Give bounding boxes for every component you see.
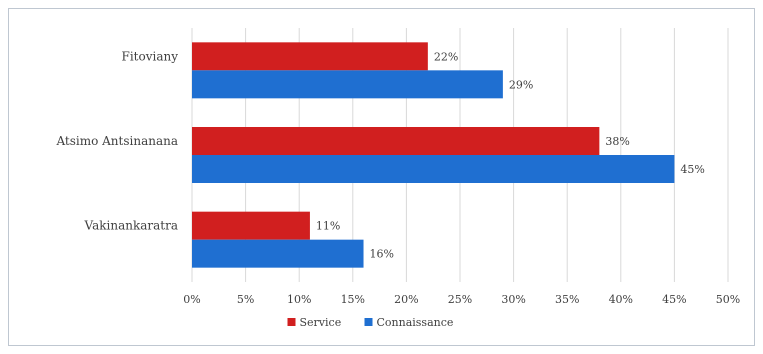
x-tick-label: 50% (716, 293, 740, 306)
bar-service-1 (192, 127, 600, 155)
x-tick-label: 30% (501, 293, 525, 306)
bar-connaissance-2 (192, 239, 364, 268)
x-tick-label: 25% (448, 293, 472, 306)
bar-service-0 (192, 42, 428, 71)
bar-layer (192, 42, 675, 268)
legend: Service Connaissance (287, 316, 454, 329)
data-label: 29% (509, 78, 533, 91)
x-tick-label: 10% (287, 293, 311, 306)
x-tick-label: 35% (555, 293, 579, 306)
bar-connaissance-1 (192, 155, 675, 183)
x-tick-label: 5% (237, 293, 254, 306)
category-label: Fitoviany (122, 49, 179, 63)
data-label: 45% (680, 163, 704, 176)
category-label: Vakinankaratra (84, 219, 178, 233)
legend-swatch-connaissance (364, 318, 373, 326)
label-layer: 0% 5% 10% 15% 20% 25% 30% 35% 40% 45% 50% 22% 29% Fit… (55, 49, 740, 306)
x-tick-label: 15% (341, 293, 365, 306)
bar-service-2 (192, 211, 310, 240)
x-tick-label: 0% (183, 293, 200, 306)
category-label: Atsimo Antsinanana (55, 134, 178, 148)
x-tick-label: 45% (662, 293, 686, 306)
legend-label-service: Service (300, 316, 342, 329)
x-tick-label: 40% (609, 293, 633, 306)
data-label: 11% (316, 220, 340, 233)
x-tick-label: 20% (394, 293, 418, 306)
legend-swatch-service (287, 318, 296, 326)
legend-label-connaissance: Connaissance (377, 316, 454, 329)
data-label: 22% (434, 50, 458, 63)
data-label: 38% (605, 135, 629, 148)
bar-connaissance-0 (192, 70, 503, 99)
data-label: 16% (370, 248, 394, 261)
